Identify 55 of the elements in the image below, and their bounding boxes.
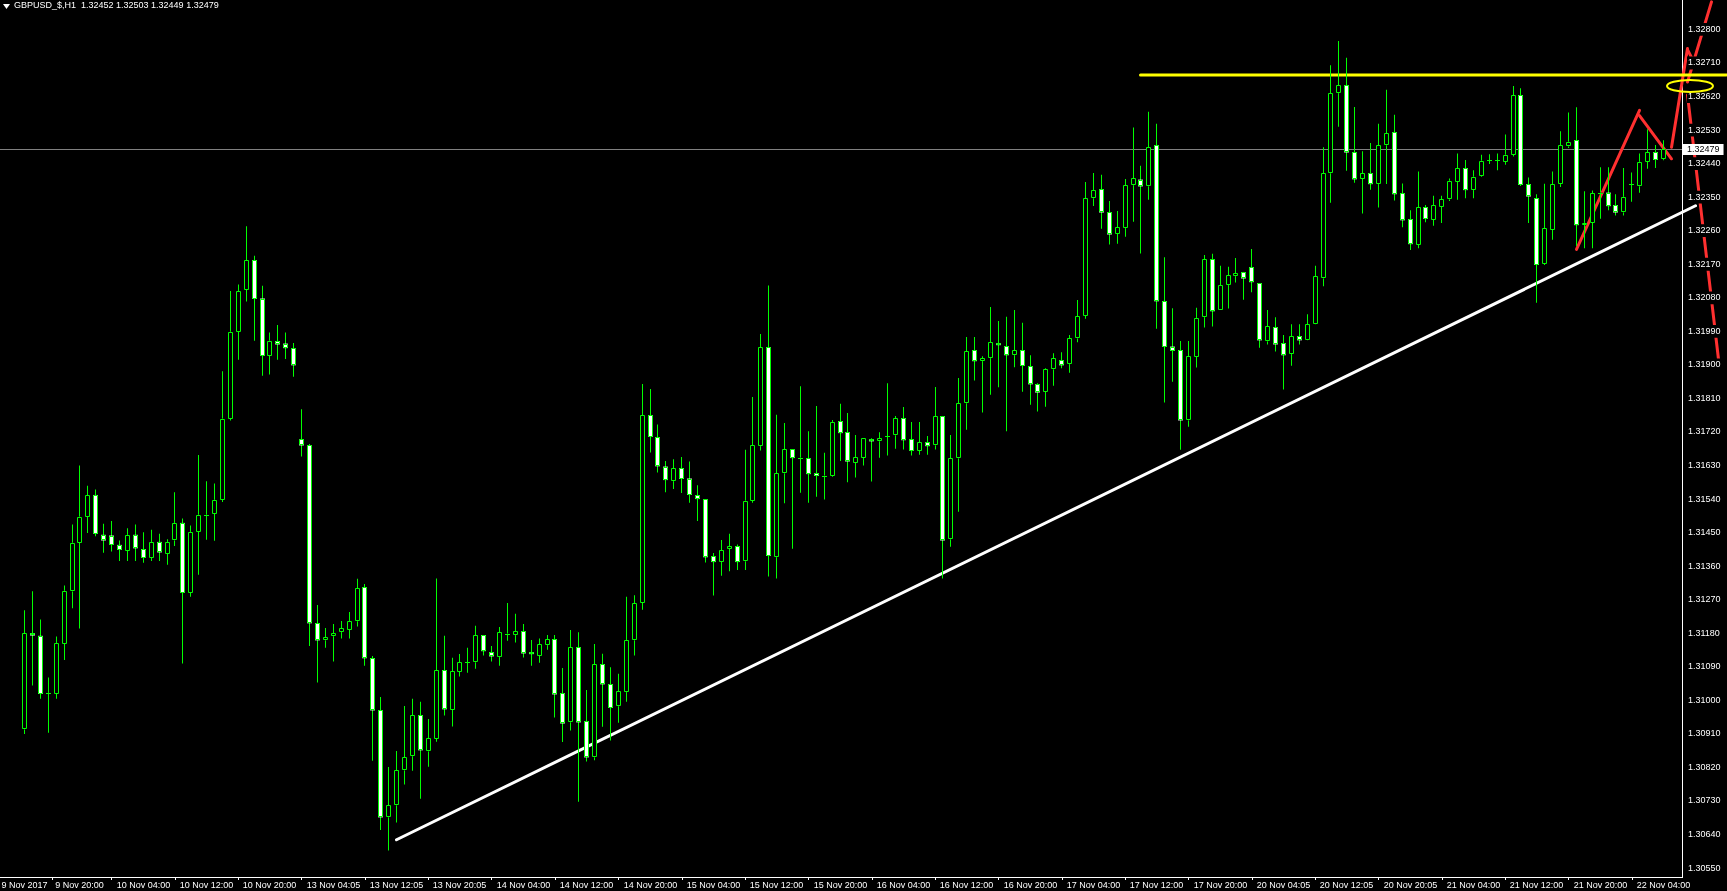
- x-tick-label: 16 Nov 12:00: [939, 879, 994, 890]
- x-tick-label: 17 Nov 20:00: [1193, 879, 1248, 890]
- y-tick-label: 1.31270: [1688, 594, 1721, 605]
- x-tick-label: 10 Nov 04:00: [116, 879, 171, 890]
- y-tick-label: 1.31900: [1688, 359, 1721, 370]
- y-tick-label: 1.31000: [1688, 694, 1721, 705]
- y-tick-label: 1.31720: [1688, 426, 1721, 437]
- y-tick-label: 1.32350: [1688, 191, 1721, 202]
- y-tick-label: 1.31450: [1688, 527, 1721, 538]
- y-tick-label: 1.31360: [1688, 560, 1721, 571]
- x-tick-label: 9 Nov 20:00: [55, 879, 104, 890]
- x-tick-label: 9 Nov 2017: [1, 879, 48, 890]
- y-tick-label: 1.31990: [1688, 325, 1721, 336]
- chart-title: GBPUSD_$,H1 1.32452 1.32503 1.32449 1.32479: [14, 0, 219, 11]
- ref-line-label: 1.32479: [1687, 143, 1720, 154]
- y-tick-label: 1.32710: [1688, 57, 1721, 68]
- y-tick-label: 1.32620: [1688, 91, 1721, 102]
- y-tick-label: 1.30640: [1688, 828, 1721, 839]
- x-tick-label: 15 Nov 04:00: [686, 879, 741, 890]
- y-tick-label: 1.31180: [1688, 627, 1720, 638]
- x-tick-label: 13 Nov 04:05: [306, 879, 361, 890]
- x-tick-label: 15 Nov 12:00: [749, 879, 804, 890]
- x-tick-label: 20 Nov 20:05: [1383, 879, 1438, 890]
- y-tick-label: 1.32260: [1688, 225, 1721, 236]
- x-tick-label: 15 Nov 20:00: [813, 879, 868, 890]
- y-tick-label: 1.30820: [1688, 761, 1721, 772]
- y-tick-label: 1.30910: [1688, 728, 1721, 739]
- x-tick-label: 16 Nov 20:00: [1003, 879, 1058, 890]
- y-tick-label: 1.32440: [1688, 158, 1721, 169]
- x-tick-label: 13 Nov 12:05: [369, 879, 424, 890]
- x-tick-label: 17 Nov 12:00: [1129, 879, 1184, 890]
- x-tick-label: 20 Nov 12:05: [1319, 879, 1374, 890]
- y-tick-label: 1.31810: [1688, 392, 1721, 403]
- x-tick-label: 21 Nov 04:00: [1446, 879, 1501, 890]
- y-tick-label: 1.31090: [1688, 661, 1721, 672]
- x-tick-label: 16 Nov 04:00: [876, 879, 931, 890]
- x-tick-label: 20 Nov 04:05: [1256, 879, 1311, 890]
- y-tick-label: 1.32080: [1688, 292, 1721, 303]
- y-tick-label: 1.31540: [1688, 493, 1721, 504]
- y-tick-label: 1.30730: [1688, 795, 1721, 806]
- x-tick-label: 22 Nov 04:00: [1636, 879, 1691, 890]
- x-tick-label: 17 Nov 04:00: [1066, 879, 1121, 890]
- y-tick-label: 1.32800: [1688, 23, 1721, 34]
- y-tick-label: 1.32530: [1688, 124, 1721, 135]
- x-tick-label: 21 Nov 20:00: [1573, 879, 1628, 890]
- x-tick-label: 13 Nov 20:05: [432, 879, 487, 890]
- x-tick-label: 10 Nov 12:00: [179, 879, 234, 890]
- x-tick-label: 14 Nov 12:00: [559, 879, 614, 890]
- x-tick-label: 14 Nov 20:00: [623, 879, 678, 890]
- x-tick-label: 14 Nov 04:00: [496, 879, 551, 890]
- y-tick-label: 1.31630: [1688, 460, 1721, 471]
- x-tick-label: 21 Nov 12:00: [1509, 879, 1564, 890]
- y-tick-label: 1.30550: [1688, 862, 1721, 873]
- y-tick-label: 1.32170: [1688, 258, 1721, 269]
- x-tick-label: 10 Nov 20:00: [242, 879, 297, 890]
